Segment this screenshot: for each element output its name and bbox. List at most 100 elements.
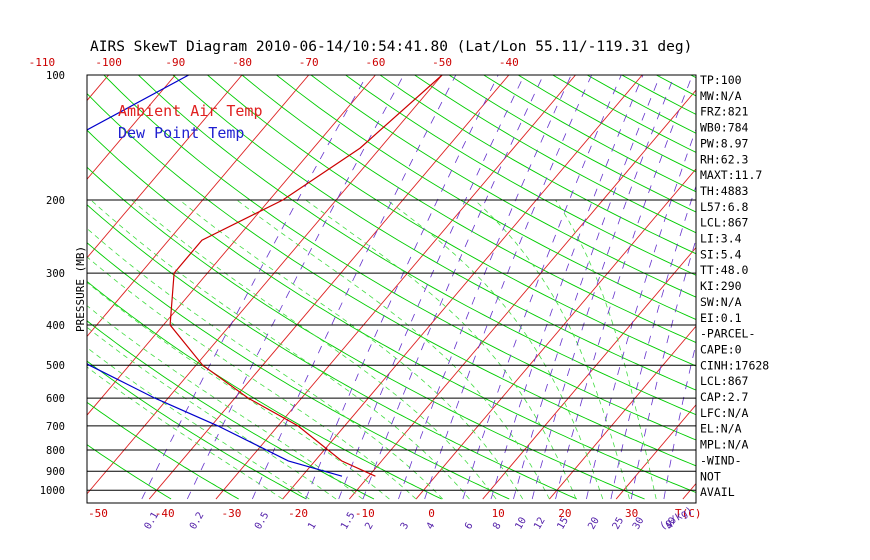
mixing-ratio-tick-label: 10: [513, 516, 529, 532]
mixing-ratio-line: [630, 238, 696, 500]
pressure-tick-label: 1000: [40, 485, 65, 497]
isotherm-line: [549, 325, 696, 500]
top-temp-tick-label: -100: [95, 56, 122, 69]
axis-labels: 1002003004005006007008009001000-120-110-…: [29, 56, 702, 533]
mixing-ratio-tick-label: 1: [306, 521, 319, 532]
dewpoint-profile: [87, 75, 343, 477]
isotherm-line: [87, 75, 243, 259]
plot-frame: [86, 74, 697, 504]
dry-adiabat-line: [241, 75, 696, 344]
stability-index: SW:N/A: [700, 295, 742, 309]
mixing-ratio-line: [513, 75, 661, 500]
stability-index: TH:4883: [700, 184, 749, 198]
mixing-ratio-line: [531, 75, 675, 500]
pressure-tick-label: 400: [46, 320, 65, 332]
moist-adiabat-line: [87, 305, 363, 500]
mixing-ratio-tick-label: 2: [363, 521, 376, 532]
bottom-temp-tick-label: 30: [625, 507, 638, 520]
mixing-ratio-tick-label: 8: [491, 521, 504, 532]
moist-adiabat-line: [305, 199, 577, 500]
top-temp-tick-label: -50: [432, 56, 452, 69]
pressure-tick-label: 300: [46, 268, 65, 280]
stability-index: CAPE:0: [700, 342, 742, 356]
bottom-temp-tick-label: -10: [355, 507, 375, 520]
top-temp-tick-label: -90: [165, 56, 185, 69]
dry-adiabat-line: [87, 129, 696, 494]
mixing-ratio-line: [586, 128, 696, 500]
stability-index: MAXT:11.7: [700, 168, 762, 182]
stability-index: RH:62.3: [700, 152, 749, 166]
stability-index: LI:3.4: [700, 232, 742, 246]
mixing-ratio-line: [141, 75, 368, 500]
isotherm-line: [0, 75, 42, 499]
bottom-temp-tick-label: 20: [558, 507, 571, 520]
stability-index: SI:5.4: [700, 247, 742, 261]
moist-adiabat-line: [87, 256, 417, 500]
top-temp-tick-label: -80: [232, 56, 252, 69]
moist-adiabat-line: [386, 199, 604, 500]
stability-index: LFC:N/A: [700, 406, 749, 420]
dry-adiabat-line: [483, 75, 696, 193]
top-temp-tick-label: -60: [365, 56, 385, 69]
stability-index: TP:100: [700, 73, 742, 87]
mixing-ratio-line: [251, 75, 457, 500]
y-axis-label: PRESSURE (MB): [74, 246, 87, 332]
top-temp-tick-label: -40: [499, 56, 519, 69]
mixing-ratio-tick-label: 20: [586, 516, 602, 532]
mixing-ratio-tick-label: 12: [532, 516, 548, 532]
isotherm-line: [415, 168, 696, 500]
stability-index: MPL:N/A: [700, 438, 749, 452]
top-temp-tick-label: -110: [29, 56, 56, 69]
temperature-unit-label: T(C): [675, 507, 702, 520]
stability-index: LCL:867: [700, 374, 749, 388]
pressure-tick-label: 100: [46, 70, 65, 82]
dry-adiabat-line: [656, 75, 696, 97]
dry-adiabat-line: [87, 242, 510, 500]
background-lines: [0, 75, 870, 500]
dry-adiabat-line: [276, 75, 696, 321]
mixing-ratio-tick-label: 0.2: [188, 510, 207, 531]
legend-entry: Dew Point Temp: [118, 124, 244, 142]
moist-adiabat-line: [131, 199, 497, 500]
dry-adiabat-line: [87, 401, 239, 500]
moist-adiabat-line: [236, 199, 550, 500]
dry-adiabat-line: [87, 444, 172, 500]
dry-adiabat-line: [103, 75, 696, 441]
dry-adiabat-line: [87, 280, 442, 500]
moist-adiabat-line: [90, 199, 470, 500]
sounding-profiles: [87, 75, 443, 477]
isotherm-line: [87, 75, 443, 495]
bottom-temp-tick-label: -50: [88, 507, 108, 520]
moist-adiabat-line: [87, 347, 310, 500]
isotherm-line: [87, 75, 310, 338]
isotherm-line: [816, 75, 870, 499]
bottom-temp-tick-label: -40: [155, 507, 175, 520]
dry-adiabat-line: [87, 360, 307, 500]
temperature-profile: [169, 75, 443, 477]
mixing-ratio-line: [398, 75, 572, 500]
moist-adiabat-line: [474, 199, 630, 500]
moist-adiabat-line: [555, 199, 657, 500]
stability-index: KI:290: [700, 279, 742, 293]
isotherm-line: [87, 75, 376, 416]
stability-index: FRZ:821: [700, 105, 749, 119]
stability-index: MW:N/A: [700, 89, 742, 103]
mixing-ratio-line: [305, 75, 499, 500]
stability-index: L57:6.8: [700, 200, 749, 214]
mixing-ratio-line: [186, 75, 405, 500]
pressure-tick-label: 900: [46, 466, 65, 478]
mixing-ratio-tick-label: 30: [631, 516, 647, 532]
dry-adiabat-line: [87, 166, 645, 500]
dry-adiabat-line: [310, 75, 696, 298]
isotherm-line: [615, 404, 696, 500]
mixing-ratio-line: [555, 75, 693, 500]
isotherm-line: [148, 75, 510, 500]
pressure-tick-label: 500: [46, 360, 65, 372]
isotherm-line: [282, 75, 643, 500]
isotherm-line: [750, 75, 870, 499]
bottom-temp-tick-label: 10: [492, 507, 505, 520]
pressure-tick-label: 700: [46, 421, 65, 433]
pressure-tick-label: 600: [46, 393, 65, 405]
mixing-ratio-line: [338, 75, 525, 500]
